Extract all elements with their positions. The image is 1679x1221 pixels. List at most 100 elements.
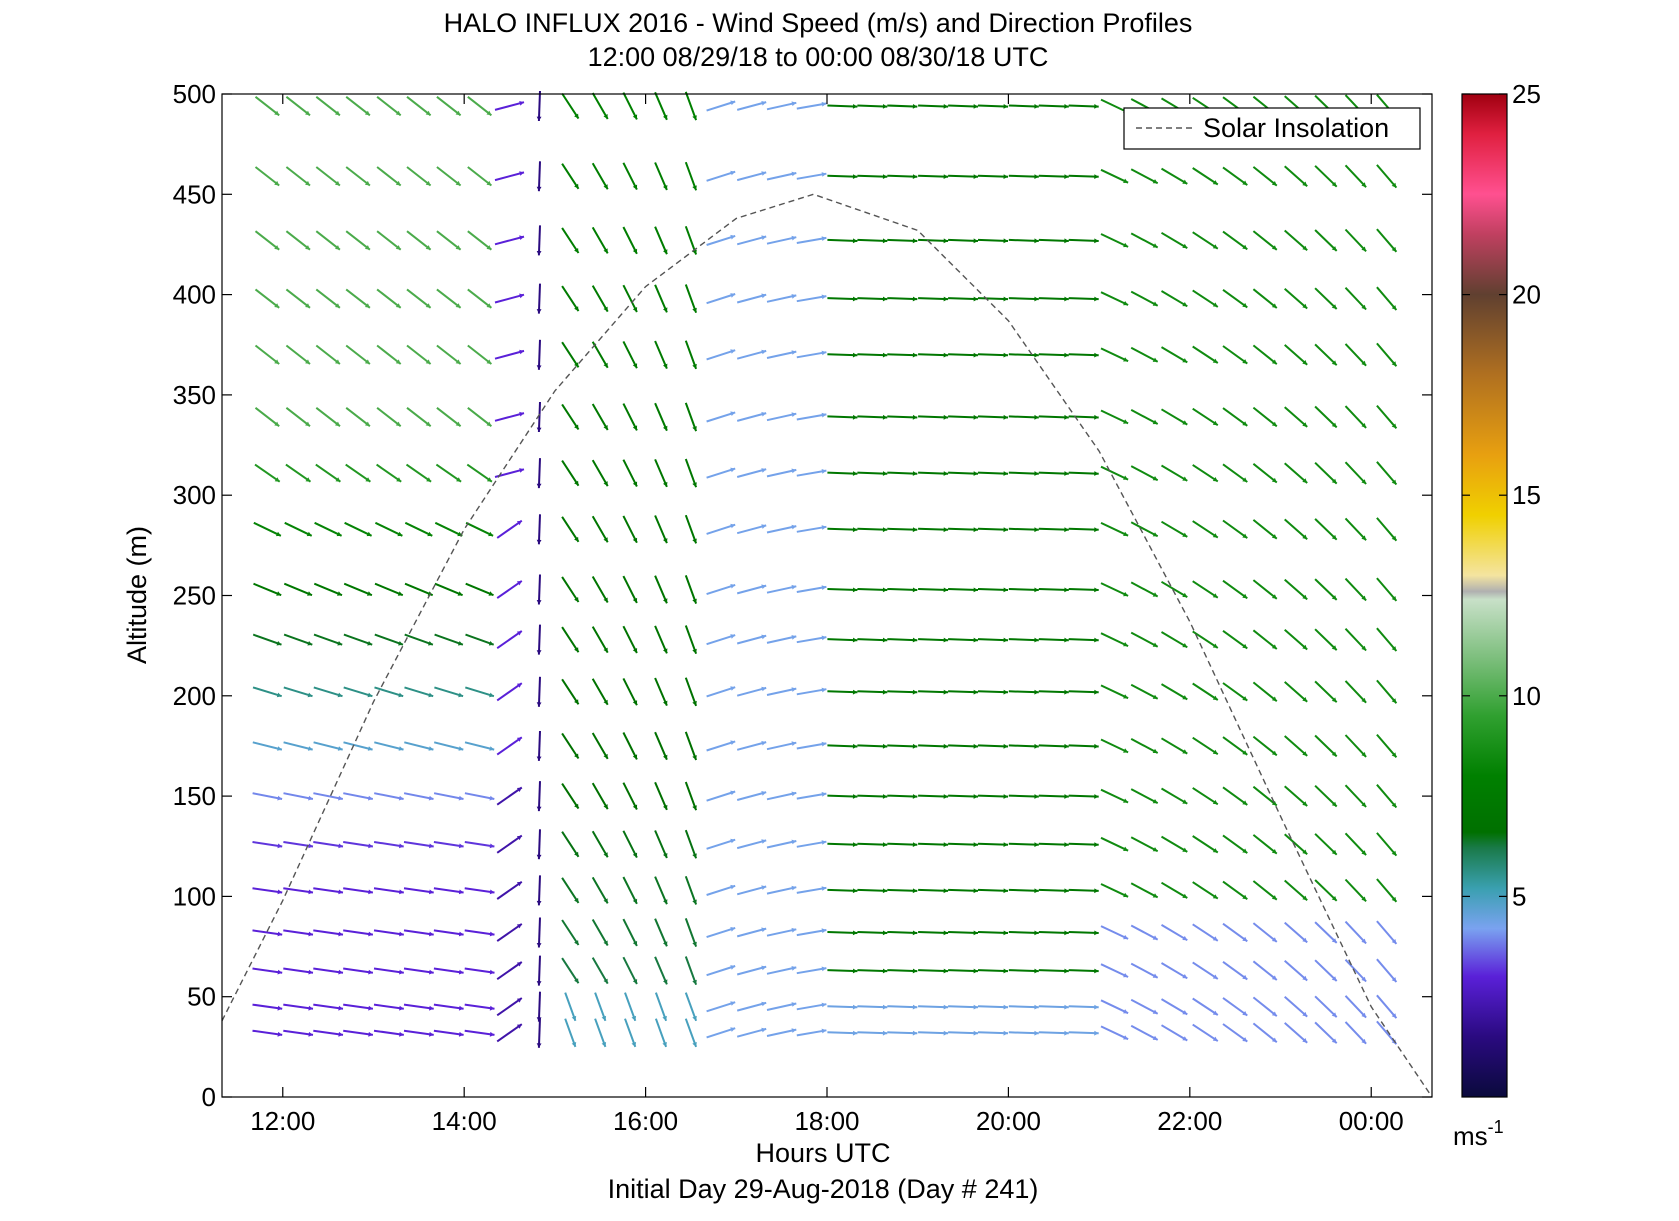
wind-arrow-shaft xyxy=(537,917,541,948)
wind-arrow-shaft xyxy=(1222,834,1248,854)
wind-arrow-shaft xyxy=(252,686,282,698)
wind-arrow xyxy=(345,463,371,483)
wind-arrow-head xyxy=(1361,479,1367,484)
wind-arrow-shaft xyxy=(796,585,827,593)
wind-arrow-head xyxy=(1034,1004,1039,1010)
wind-arrow-shaft xyxy=(1222,1023,1248,1043)
wind-arrow-head xyxy=(536,756,542,761)
wind-arrow-head xyxy=(536,600,542,605)
wind-arrow xyxy=(736,524,767,535)
wind-arrow-head xyxy=(574,803,579,809)
wind-arrow-shaft xyxy=(285,344,311,365)
wind-arrow xyxy=(343,929,374,937)
colorbar-tick-label: 5 xyxy=(1512,881,1526,911)
wind-arrow xyxy=(1130,409,1159,425)
wind-arrow xyxy=(1314,680,1338,703)
wind-arrow-shaft xyxy=(496,519,523,539)
wind-arrow-head xyxy=(973,471,978,476)
wind-arrow-shaft xyxy=(252,792,283,800)
wind-arrow xyxy=(1376,920,1398,945)
wind-arrow-head xyxy=(364,359,370,364)
wind-arrow-head xyxy=(275,531,281,537)
wind-arrow xyxy=(1344,959,1367,983)
wind-arrow-head xyxy=(821,172,827,177)
wind-arrow-shaft xyxy=(622,284,638,313)
wind-arrow xyxy=(343,582,373,597)
plot-area: 12:00 14:00 16:00 18:00 20:00 22:00 00:00 0501… xyxy=(173,79,1433,1136)
wind-arrow-shaft xyxy=(827,888,858,892)
wind-arrow-shaft xyxy=(283,792,314,800)
wind-arrow-shaft xyxy=(591,92,609,120)
wind-arrow-shaft xyxy=(796,1029,827,1037)
wind-arrow-shaft xyxy=(433,841,464,848)
y-axis-label: Altitude (m) xyxy=(122,526,152,664)
wind-arrow-head xyxy=(1094,743,1099,749)
wind-arrow-head xyxy=(1331,697,1337,703)
wind-arrow xyxy=(622,340,638,369)
wind-arrow-head xyxy=(399,1031,404,1037)
wind-arrow xyxy=(887,842,918,847)
wind-arrow-shaft xyxy=(591,576,609,603)
wind-arrow xyxy=(1068,471,1099,476)
wind-arrow xyxy=(796,101,827,110)
wind-arrow-shaft xyxy=(405,463,432,483)
wind-arrow-head xyxy=(1391,896,1397,902)
wind-arrow-shaft xyxy=(537,781,541,812)
wind-arrow xyxy=(283,887,314,895)
wind-arrow-shaft xyxy=(948,1031,979,1035)
wind-arrow xyxy=(1008,414,1039,420)
wind-arrow-head xyxy=(425,359,431,364)
colorbar-gradient xyxy=(1462,94,1507,1097)
wind-arrow-head xyxy=(973,930,978,936)
wind-arrow xyxy=(1160,631,1188,649)
wind-arrow-head xyxy=(337,591,342,596)
wind-arrow-head xyxy=(574,183,579,189)
wind-arrow-head xyxy=(791,635,797,640)
wind-arrow-shaft xyxy=(374,521,403,537)
wind-arrow xyxy=(654,956,668,985)
wind-arrow-shaft xyxy=(343,1029,374,1036)
wind-arrow-shaft xyxy=(435,463,462,483)
wind-arrow-shaft xyxy=(796,967,827,975)
wind-arrow-shaft xyxy=(766,928,797,937)
wind-arrow xyxy=(706,965,736,977)
wind-arrow xyxy=(887,587,918,593)
wind-arrow xyxy=(1284,344,1308,366)
wind-arrow xyxy=(536,676,542,707)
wind-arrow-head xyxy=(398,795,404,801)
wind-arrow-shaft xyxy=(706,686,736,698)
wind-arrow xyxy=(591,226,609,254)
wind-arrow-head xyxy=(1242,974,1248,980)
wind-arrow xyxy=(1376,517,1398,542)
wind-arrow-head xyxy=(1003,743,1008,749)
wind-arrow-head xyxy=(1242,244,1248,250)
wind-arrow-shaft xyxy=(1284,735,1308,757)
wind-arrow xyxy=(1344,784,1367,808)
wind-arrow-shaft xyxy=(654,781,668,811)
wind-arrow xyxy=(1376,164,1398,189)
wind-arrow-head xyxy=(1152,1035,1158,1040)
wind-arrow xyxy=(254,288,280,309)
colorbar-tick-label: 25 xyxy=(1512,79,1541,109)
wind-arrow-shaft xyxy=(1314,734,1338,758)
wind-arrow-head xyxy=(692,979,697,985)
wind-arrow-head xyxy=(455,421,461,427)
wind-arrow xyxy=(766,171,797,181)
wind-arrow-head xyxy=(692,115,697,121)
wind-arrow-shaft xyxy=(622,162,638,191)
wind-arrow-shaft xyxy=(537,339,541,370)
wind-arrow-head xyxy=(1302,594,1308,600)
wind-arrow xyxy=(345,96,371,117)
wind-arrow-head xyxy=(882,1004,888,1010)
wind-arrow-head xyxy=(486,245,492,250)
wind-arrow-shaft xyxy=(537,161,541,192)
wind-arrow xyxy=(1344,995,1367,1019)
wind-arrow xyxy=(536,829,542,860)
wind-arrow-shaft xyxy=(684,992,698,1022)
wind-arrow-head xyxy=(458,746,464,751)
wind-arrow-head xyxy=(663,754,668,760)
wind-arrow-head xyxy=(536,854,542,860)
wind-arrow xyxy=(591,830,609,858)
wind-arrow xyxy=(591,626,609,654)
wind-arrow xyxy=(1130,882,1159,899)
